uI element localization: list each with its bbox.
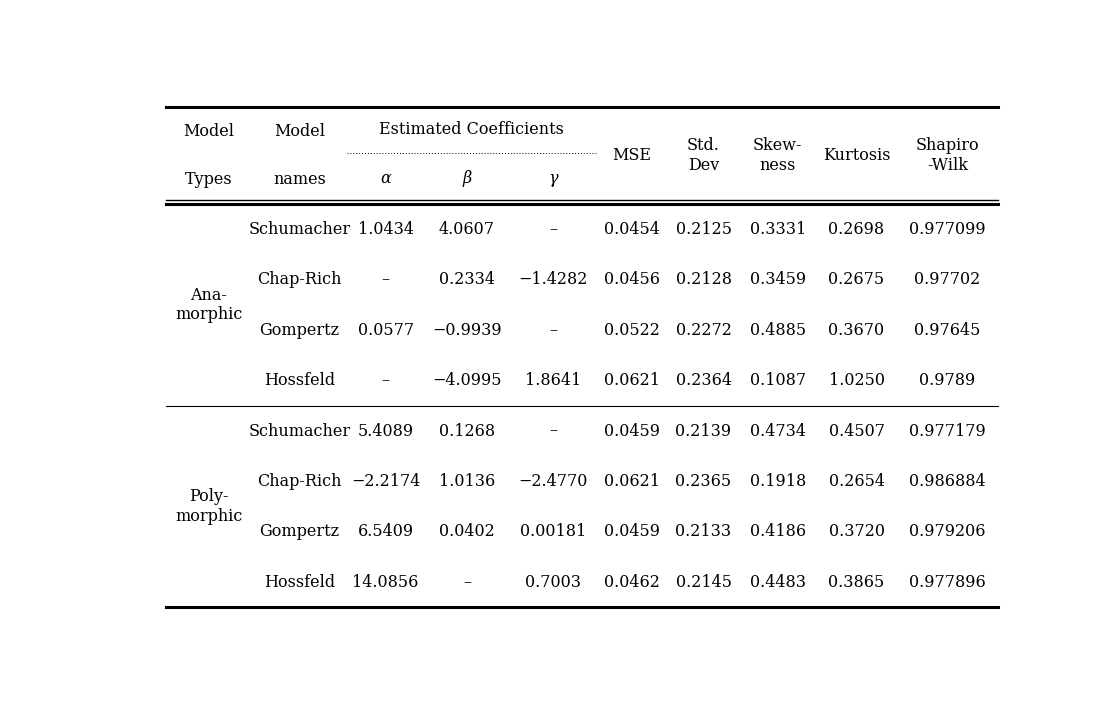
Text: MSE: MSE [613,147,652,164]
Text: α: α [380,170,391,187]
Text: 1.0250: 1.0250 [828,372,884,389]
Text: –: – [549,221,557,238]
Text: 0.97645: 0.97645 [915,322,980,339]
Text: Model: Model [183,122,235,139]
Text: 0.2654: 0.2654 [828,473,884,490]
Text: 0.0621: 0.0621 [604,473,660,490]
Text: 6.5409: 6.5409 [358,523,414,540]
Text: 0.977179: 0.977179 [909,423,986,440]
Text: 0.1268: 0.1268 [439,423,495,440]
Text: 0.3459: 0.3459 [749,271,806,288]
Text: 0.0454: 0.0454 [604,221,660,238]
Text: 0.3865: 0.3865 [828,574,884,591]
Text: Hossfeld: Hossfeld [264,372,335,389]
Text: 0.986884: 0.986884 [909,473,986,490]
Text: 0.2334: 0.2334 [439,271,495,288]
Text: Schumacher: Schumacher [248,221,351,238]
Text: 0.977896: 0.977896 [909,574,986,591]
Text: −2.4770: −2.4770 [519,473,588,490]
Text: 0.979206: 0.979206 [909,523,986,540]
Text: 1.0136: 1.0136 [438,473,495,490]
Text: Gompertz: Gompertz [259,523,340,540]
Text: Model: Model [274,122,325,139]
Text: names: names [273,171,326,188]
Text: 0.0462: 0.0462 [604,574,660,591]
Text: 0.1087: 0.1087 [749,372,806,389]
Text: 14.0856: 14.0856 [352,574,419,591]
Text: β: β [462,170,472,187]
Text: Chap-Rich: Chap-Rich [257,473,342,490]
Text: 0.2272: 0.2272 [675,322,731,339]
Text: 0.4507: 0.4507 [828,423,884,440]
Text: 0.2128: 0.2128 [675,271,731,288]
Text: Estimated Coefficients: Estimated Coefficients [379,121,565,138]
Text: 4.0607: 4.0607 [439,221,495,238]
Text: 0.2698: 0.2698 [828,221,884,238]
Text: Chap-Rich: Chap-Rich [257,271,342,288]
Text: 0.0402: 0.0402 [439,523,495,540]
Text: −2.2174: −2.2174 [351,473,420,490]
Text: –: – [549,322,557,339]
Text: Kurtosis: Kurtosis [823,147,890,164]
Text: 0.3720: 0.3720 [828,523,884,540]
Text: Types: Types [184,171,233,188]
Text: 0.4186: 0.4186 [749,523,806,540]
Text: −0.9939: −0.9939 [432,322,502,339]
Text: 0.0577: 0.0577 [358,322,414,339]
Text: –: – [463,574,471,591]
Text: 0.2145: 0.2145 [675,574,731,591]
Text: Skew-
ness: Skew- ness [752,137,803,174]
Text: 0.1918: 0.1918 [749,473,806,490]
Text: –: – [549,423,557,440]
Text: 0.0459: 0.0459 [604,523,660,540]
Text: 0.2133: 0.2133 [675,523,731,540]
Text: 0.2365: 0.2365 [675,473,731,490]
Text: 0.9789: 0.9789 [919,372,976,389]
Text: 0.3331: 0.3331 [749,221,806,238]
Text: –: – [381,271,390,288]
Text: 0.0456: 0.0456 [604,271,660,288]
Text: −4.0995: −4.0995 [433,372,502,389]
Text: 0.4734: 0.4734 [750,423,806,440]
Text: 0.2364: 0.2364 [675,372,731,389]
Text: 1.8641: 1.8641 [524,372,581,389]
Text: γ: γ [548,170,558,187]
Text: Poly-
morphic: Poly- morphic [176,489,243,525]
Text: 0.7003: 0.7003 [525,574,581,591]
Text: 0.0522: 0.0522 [604,322,660,339]
Text: –: – [381,372,390,389]
Text: 0.4483: 0.4483 [750,574,806,591]
Text: 0.2675: 0.2675 [828,271,884,288]
Text: Std.
Dev: Std. Dev [688,137,720,174]
Text: Hossfeld: Hossfeld [264,574,335,591]
Text: 5.4089: 5.4089 [358,423,414,440]
Text: 0.977099: 0.977099 [909,221,986,238]
Text: 0.4885: 0.4885 [749,322,806,339]
Text: −1.4282: −1.4282 [519,271,588,288]
Text: 0.0621: 0.0621 [604,372,660,389]
Text: 0.2125: 0.2125 [675,221,731,238]
Text: 0.00181: 0.00181 [520,523,586,540]
Text: 0.3670: 0.3670 [828,322,884,339]
Text: 0.2139: 0.2139 [675,423,731,440]
Text: Gompertz: Gompertz [259,322,340,339]
Text: Shapiro
-Wilk: Shapiro -Wilk [916,137,979,174]
Text: 0.97702: 0.97702 [915,271,980,288]
Text: 0.0459: 0.0459 [604,423,660,440]
Text: Ana-
morphic: Ana- morphic [176,287,243,323]
Text: 1.0434: 1.0434 [358,221,414,238]
Text: Schumacher: Schumacher [248,423,351,440]
